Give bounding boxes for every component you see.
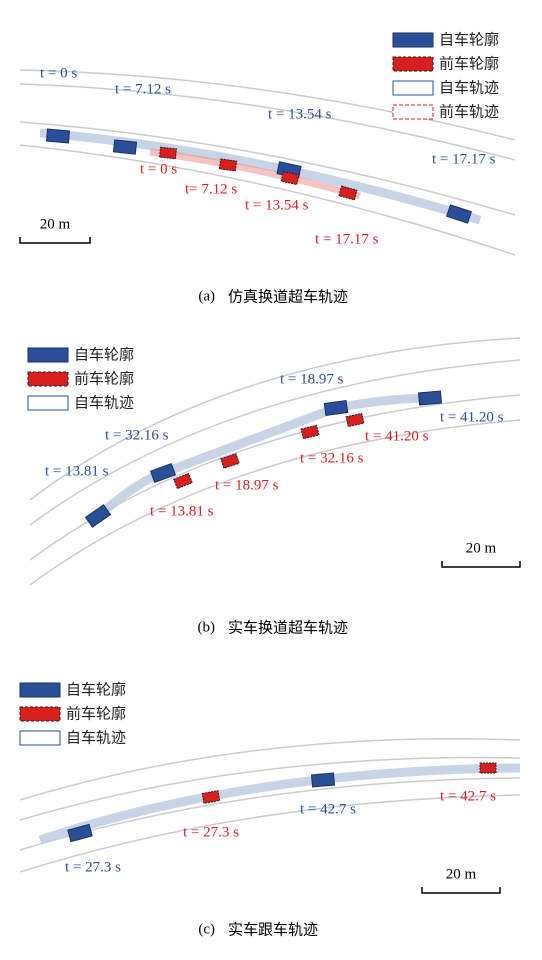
legend-swatch [392,104,434,120]
legend-swatch [19,682,61,698]
ego-car [446,204,472,224]
ego-car [45,128,71,144]
legend-swatch [19,730,61,746]
lead-car [479,762,497,774]
ego-time-label: t = 0 s [40,65,77,81]
ego-car [417,390,443,406]
legend-label: 自车轨迹 [439,79,499,97]
scale-bar [441,561,521,568]
caption: 仿真换道超车轨迹 [228,288,348,306]
ego-time-label: t = 27.3 s [65,859,121,875]
caption: 实车换道超车轨迹 [228,619,348,637]
scale-label: 20 m [466,540,497,556]
lead-car [220,453,240,469]
ego-time-label: t = 17.17 s [432,151,496,167]
ego-time-label: t = 41.20 s [440,409,504,425]
lead-car [280,170,300,186]
ego-time-label: t = 18.97 s [280,371,344,387]
scale-bar [19,237,91,244]
lead-time-label: t = 13.81 s [150,503,214,519]
legend-swatch [392,80,434,96]
legend-label: 前车轮廓 [439,55,499,73]
caption-label: (b) [198,619,216,635]
legend-swatch [392,32,434,48]
lead-car [218,158,238,172]
ego-time-label: t = 32.16 s [105,427,169,443]
ego-time-label: t = 13.81 s [45,463,109,479]
legend-label: 自车轮廓 [66,681,126,699]
lead-time-label: t = 0 s [140,161,177,177]
lead-time-label: t = 42.7 s [440,788,496,804]
scale-label: 20 m [40,216,71,232]
lead-time-label: t = 32.16 s [300,450,364,466]
legend-swatch [27,395,69,411]
ego-car [310,772,336,788]
ego-car [84,504,112,528]
scale-label: 20 m [446,866,477,882]
legend-swatch [27,371,69,387]
legend-swatch [27,347,69,363]
ego-car [149,462,177,484]
ego-car [323,399,349,417]
ego-time-label: t = 7.12 s [115,81,171,97]
road-c [19,738,521,873]
ego-car [112,139,138,155]
ego-time-label: t = 13.54 s [268,106,332,122]
caption-label: (a) [198,288,215,304]
lead-time-label: t = 27.3 s [183,824,239,840]
lead-car [345,412,365,428]
lead-time-label: t = 41.20 s [365,428,429,444]
legend-label: 自车轮廓 [439,31,499,49]
road-b [29,337,521,586]
legend-label: 自车轨迹 [66,729,126,747]
caption: 实车跟车轨迹 [228,921,318,939]
lead-time-label: t = 17.17 s [315,231,379,247]
lead-car [201,790,221,804]
legend-swatch [392,56,434,72]
legend-label: 自车轨迹 [74,394,134,412]
caption-label: (c) [198,921,215,937]
scale-bar [421,887,501,894]
legend-label: 前车轮廓 [66,705,126,723]
lead-car [173,472,193,490]
legend-label: 自车轮廓 [74,346,134,364]
legend-swatch [19,706,61,722]
ego-time-label: t = 42.7 s [300,801,356,817]
lead-time-label: t = 18.97 s [215,477,279,493]
legend-label: 前车轮廓 [74,370,134,388]
legend-label: 前车轨迹 [439,103,499,121]
lead-car [300,424,320,440]
lead-time-label: t = 13.54 s [245,197,309,213]
lead-car [338,185,358,201]
lead-time-label: t= 7.12 s [185,181,237,197]
ego-car [67,823,93,843]
lead-car [158,146,178,160]
